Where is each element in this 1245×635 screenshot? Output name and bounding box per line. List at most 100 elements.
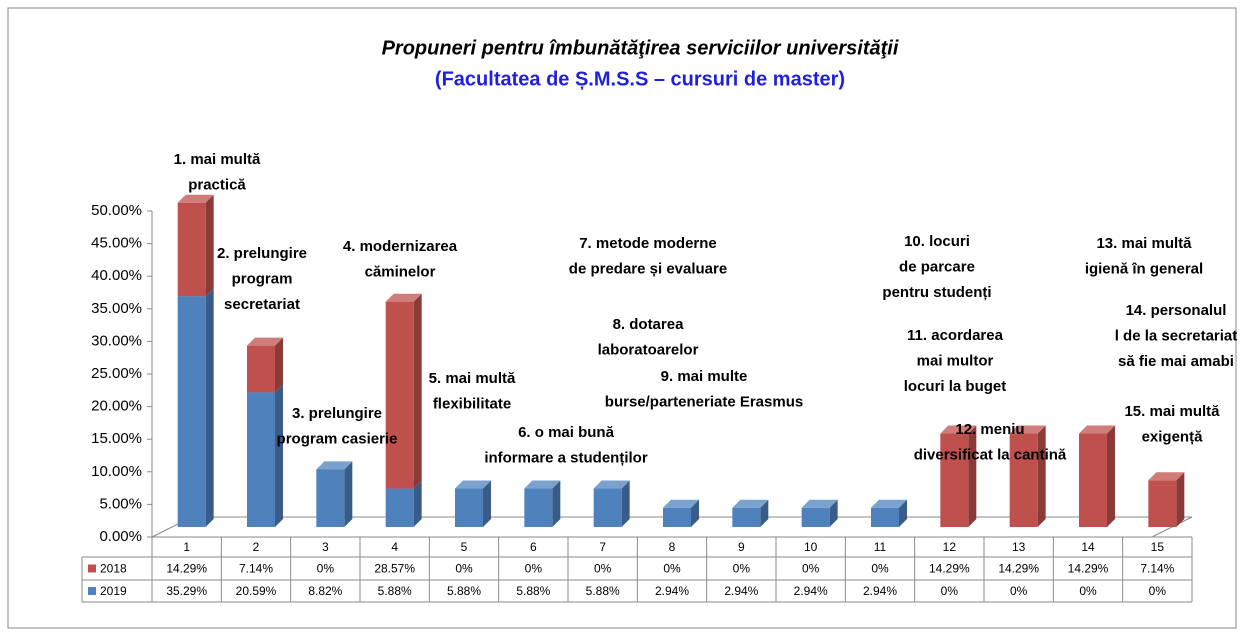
bar-top — [1148, 472, 1185, 481]
table-value: 20.59% — [236, 584, 277, 598]
bar-side — [552, 480, 561, 527]
bar-segment — [663, 499, 699, 527]
table-value: 28.57% — [374, 562, 415, 576]
bar-segment — [247, 384, 283, 527]
bar-front — [247, 345, 275, 393]
bar-top — [316, 461, 353, 470]
bar-side — [1107, 425, 1115, 527]
annotation: 9. mai multe — [661, 368, 748, 385]
annotation: secretariat — [224, 296, 300, 313]
table-value: 2.94% — [655, 584, 689, 598]
annotation: 2. prelungire — [217, 245, 307, 262]
bar-segment — [1148, 472, 1185, 527]
bar-side — [899, 499, 907, 527]
x-tick-label: 4 — [391, 540, 398, 554]
bar-top — [801, 499, 838, 508]
bar-segment — [385, 293, 422, 489]
annotation: diversificat la cantină — [914, 446, 1067, 463]
x-tick-label: 8 — [669, 540, 676, 554]
bar-front — [385, 488, 414, 527]
x-tick-label: 7 — [599, 540, 606, 554]
table-value: 0% — [663, 562, 681, 576]
table-value: 0% — [802, 562, 820, 576]
annotation: 15. mai multă — [1124, 403, 1220, 420]
x-tick-label: 15 — [1151, 540, 1165, 554]
bar-side — [205, 288, 214, 527]
x-tick-label: 11 — [874, 540, 887, 554]
annotation: 8. dotarea — [613, 316, 685, 333]
bar-top — [663, 499, 699, 508]
bar-segment — [524, 480, 561, 527]
y-tick-label: 5.00% — [99, 495, 142, 512]
bar-side — [968, 425, 977, 527]
annotation: exigență — [1142, 428, 1204, 445]
legend-swatch — [88, 564, 96, 573]
table-value: 14.29% — [929, 562, 970, 576]
bar-top — [247, 337, 283, 346]
annotation: program casierie — [277, 430, 398, 447]
annotation: 13. mai multă — [1096, 235, 1192, 252]
annotation: pentru studenți — [882, 284, 991, 301]
bar-side — [829, 499, 838, 527]
bar-front — [1148, 480, 1177, 527]
table-value: 0% — [733, 562, 751, 576]
table-value: 5.88% — [447, 584, 481, 598]
x-tick-label: 9 — [738, 540, 745, 554]
annotation: de predare și evaluare — [569, 260, 727, 277]
bar-front — [732, 507, 761, 527]
y-tick-label: 10.00% — [91, 463, 142, 480]
table-value: 14.29% — [166, 562, 207, 576]
bar-side — [413, 480, 422, 527]
annotation: flexibilitate — [433, 395, 511, 412]
annotation: 3. prelungire — [292, 405, 382, 422]
y-tick-label: 35.00% — [91, 300, 142, 317]
bar-segment — [455, 480, 491, 527]
chart-title: Propuneri pentru îmbunătăţirea serviciil… — [382, 37, 899, 59]
bar-segment — [1009, 425, 1046, 527]
x-tick-label: 1 — [183, 540, 190, 554]
bar-top — [871, 499, 907, 508]
bar-side — [760, 499, 769, 527]
bar-front — [455, 488, 483, 527]
bar-segment — [1079, 425, 1115, 527]
table-value: 5.88% — [516, 584, 550, 598]
table-value: 0% — [1010, 584, 1028, 598]
table-value: 7.14% — [239, 562, 273, 576]
bar-top — [1009, 425, 1046, 434]
x-tick-label: 13 — [1012, 540, 1026, 554]
bar-front — [871, 507, 899, 527]
bar-segment — [801, 499, 838, 527]
bar-front — [524, 488, 553, 527]
bar-side — [621, 480, 630, 527]
x-tick-label: 6 — [530, 540, 537, 554]
annotation: să fie mai amabi — [1118, 353, 1234, 370]
bar-segment — [316, 461, 353, 527]
bar-front — [177, 202, 206, 297]
annotation: 11. acordarea — [907, 327, 1004, 344]
bar-segment — [732, 499, 769, 527]
bar-top — [1079, 425, 1115, 434]
chart-subtitle: (Facultatea de Ș.M.S.S – cursuri de mast… — [435, 68, 845, 90]
y-tick-label: 40.00% — [91, 267, 142, 284]
bar-side — [483, 480, 491, 527]
bar-front — [177, 296, 206, 527]
annotation: practică — [188, 176, 246, 193]
annotation: l de la secretariat — [1115, 327, 1238, 344]
y-tick-label: 45.00% — [91, 235, 142, 252]
y-tick-label: 25.00% — [91, 365, 142, 382]
bar-side — [344, 461, 353, 527]
bar-side — [275, 384, 283, 527]
table-value: 0% — [317, 562, 335, 576]
bar-top — [455, 480, 491, 489]
bar-top — [732, 499, 769, 508]
bar-segment — [871, 499, 907, 527]
y-tick-label: 30.00% — [91, 332, 142, 349]
bar-top — [385, 293, 422, 302]
table-value: 5.88% — [378, 584, 412, 598]
annotation: 4. modernizarea — [343, 238, 458, 255]
table-value: 0% — [594, 562, 612, 576]
annotation: burse/parteneriate Erasmus — [605, 393, 803, 410]
table-value: 14.29% — [998, 562, 1039, 576]
table-value: 0% — [455, 562, 473, 576]
